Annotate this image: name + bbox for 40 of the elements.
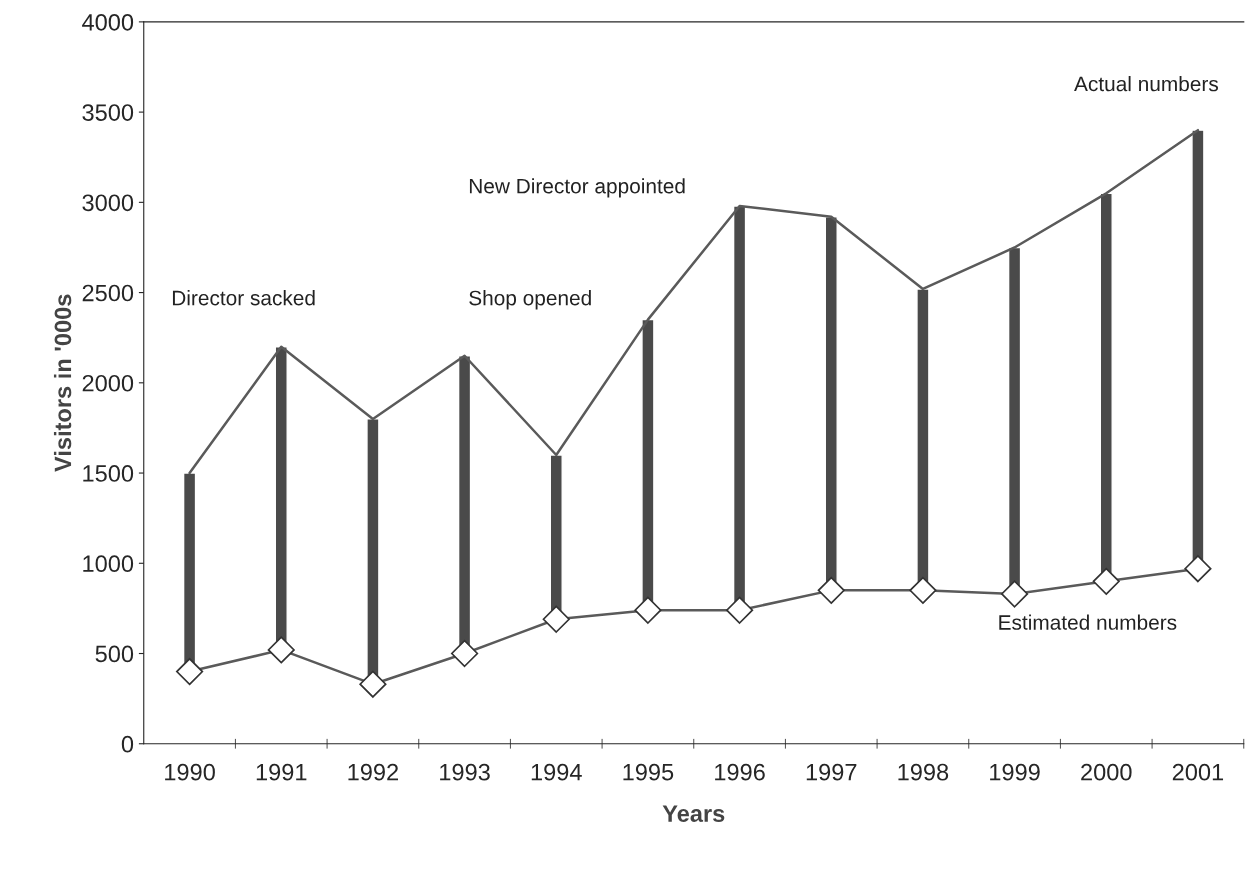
point xyxy=(1184,555,1212,583)
point xyxy=(725,596,754,624)
x-tick-label: 1990 xyxy=(165,763,215,781)
text: Actual numbers xyxy=(1074,76,1219,92)
point xyxy=(175,657,204,686)
x-tick-label: 1991 xyxy=(256,763,307,781)
x-tick-label: 1999 xyxy=(990,763,1040,781)
x-tick-label: 1996 xyxy=(715,763,765,781)
series-label: Estimated numbers xyxy=(999,614,1177,630)
y-axis-title: Visitors in '000s xyxy=(53,294,72,472)
y-tick-label: 1500 xyxy=(83,465,134,482)
point xyxy=(634,596,662,624)
point xyxy=(267,636,295,664)
point xyxy=(817,576,845,604)
y-tick-label: 2500 xyxy=(82,284,134,302)
y-tick-label: 3500 xyxy=(82,104,134,121)
y-tick-label: 500 xyxy=(95,645,134,663)
x-tick-label: 2000 xyxy=(1081,763,1132,781)
point xyxy=(1092,567,1120,595)
y-tick-label: 3000 xyxy=(82,194,134,212)
x-tick-label: 1994 xyxy=(531,763,582,781)
y-tick-label: 2000 xyxy=(82,374,134,392)
annotation: Shop opened xyxy=(469,290,591,310)
annotation: Director sacked xyxy=(172,290,315,306)
x-tick-label: 1993 xyxy=(440,763,490,781)
point xyxy=(450,639,479,668)
x-tick-label: 1995 xyxy=(623,763,674,781)
y-tick-label: 4000 xyxy=(82,13,134,31)
point xyxy=(542,605,570,633)
annotation: New Director appointed xyxy=(469,178,685,198)
point xyxy=(359,670,387,698)
x-tick-label: 1997 xyxy=(806,763,857,781)
x-tick-label: 2001 xyxy=(1172,763,1224,781)
point xyxy=(909,576,937,604)
y-tick-label: 1000 xyxy=(83,555,134,573)
point xyxy=(1000,580,1029,608)
x-tick-label: 1992 xyxy=(348,763,398,781)
x-tick-label: 1998 xyxy=(898,763,949,781)
x-axis-title: Years xyxy=(662,805,725,822)
y-tick-label: 0 xyxy=(121,735,134,753)
